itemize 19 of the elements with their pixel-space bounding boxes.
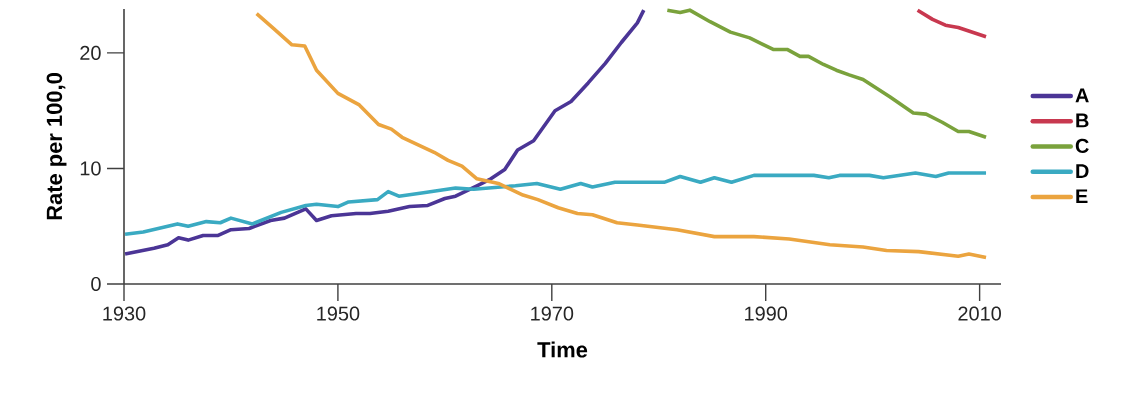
line-series — [254, 11, 988, 260]
x-tick-label: 1930 — [103, 306, 146, 321]
legend-label: D — [1076, 164, 1089, 178]
line-series — [123, 8, 646, 256]
y-tick-label: 0 — [91, 276, 101, 292]
x-tick-label: 1990 — [745, 306, 788, 321]
x-axis-title: Time — [537, 341, 588, 358]
y-axis-title: Rate per 100,0 — [46, 73, 67, 220]
legend-label: A — [1075, 88, 1089, 103]
y-tick-label: 10 — [80, 161, 101, 176]
legend-label: B — [1076, 113, 1089, 128]
x-tick-label: 2010 — [958, 306, 1001, 321]
line-series — [665, 8, 988, 140]
x-tick-label: 1970 — [531, 306, 574, 321]
x-tick-label: 1950 — [317, 306, 360, 321]
y-tick-label: 20 — [80, 45, 101, 60]
legend-label: C — [1075, 138, 1089, 153]
legend-label: E — [1076, 189, 1088, 204]
line-series — [915, 8, 988, 39]
